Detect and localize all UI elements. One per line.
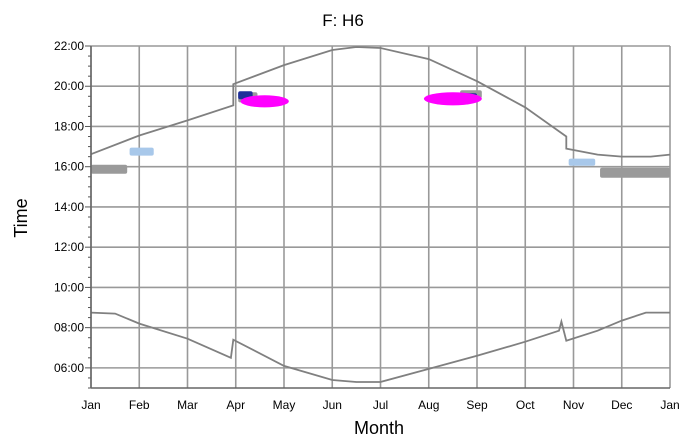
x-tick-label: Mar <box>177 398 198 412</box>
sunset-line <box>90 46 671 158</box>
magenta-cluster <box>423 92 482 106</box>
x-tick-label: Jan <box>660 398 679 412</box>
y-axis-label: Time <box>11 198 31 237</box>
data-patches <box>91 90 670 178</box>
chart-title: F: H6 <box>322 11 364 30</box>
y-tick-label: 20:00 <box>54 79 84 93</box>
x-tick-label: Feb <box>129 398 150 412</box>
y-tick-label: 08:00 <box>54 321 84 335</box>
magenta-cluster <box>240 95 289 108</box>
gray-cluster <box>91 164 128 174</box>
y-tick-label: 10:00 <box>54 280 84 294</box>
grid-layer <box>90 45 671 388</box>
x-tick-label: Jan <box>81 398 100 412</box>
x-tick-label: Nov <box>563 398 584 412</box>
x-tick-label: Jun <box>323 398 342 412</box>
axes <box>85 45 670 389</box>
tick-labels: Jan Feb Mar Apr May Jun Jul Aug Sep Oct Nov Dec Jan 0… <box>54 39 680 412</box>
y-tick-label: 14:00 <box>54 200 84 214</box>
lightblue-cluster <box>129 147 154 156</box>
y-tick-label: 16:00 <box>54 160 84 174</box>
x-tick-label: Jul <box>373 398 388 412</box>
x-tick-label: Sep <box>466 398 488 412</box>
x-tick-label: Dec <box>611 398 632 412</box>
x-tick-label: May <box>273 398 296 412</box>
gray-cluster <box>600 167 670 178</box>
x-axis-label: Month <box>354 418 404 438</box>
y-tick-label: 18:00 <box>54 119 84 133</box>
y-tick-label: 12:00 <box>54 240 84 254</box>
y-tick-label: 22:00 <box>54 39 84 53</box>
x-tick-label: Aug <box>418 398 439 412</box>
sun-lines <box>90 46 671 383</box>
y-tick-label: 06:00 <box>54 361 84 375</box>
x-tick-label: Oct <box>516 398 535 412</box>
sunrise-line <box>90 311 670 383</box>
x-tick-label: Apr <box>226 398 245 412</box>
lightblue-cluster <box>568 158 596 166</box>
